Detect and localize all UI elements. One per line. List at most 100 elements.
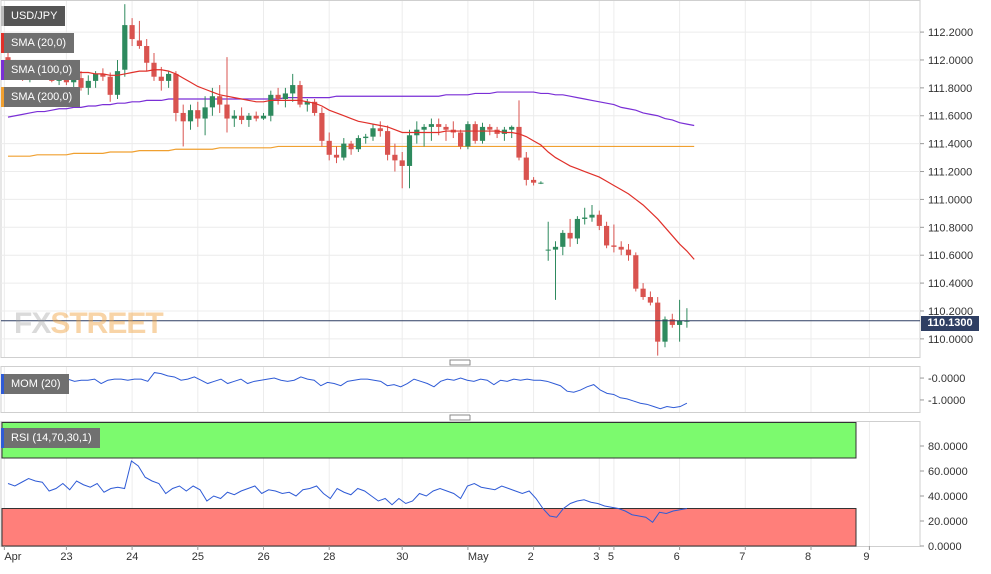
- x-axis-label: 9: [863, 551, 869, 563]
- candle-body-up: [538, 182, 544, 184]
- candle-body-down: [312, 101, 318, 113]
- rsi-line: [7, 460, 687, 523]
- x-axis-label: 23: [60, 551, 72, 563]
- legend-sma200-swatch: [1, 87, 4, 107]
- candle-body-up: [202, 107, 208, 119]
- price-axis-tick-label: 110.4000: [928, 278, 973, 290]
- candle-body-up: [363, 136, 369, 139]
- candle-body-down: [129, 25, 135, 40]
- candle-body-up: [509, 126, 515, 130]
- x-axis-label: 5: [608, 551, 614, 563]
- legend-mom-label: MOM (20): [11, 378, 61, 390]
- x-axis-label: 30: [396, 551, 408, 563]
- candle-body-up: [406, 135, 413, 166]
- candle-body-up: [479, 126, 486, 141]
- x-axis-label: 2: [528, 551, 534, 563]
- rsi-axis-tick-label: 20.0000: [928, 516, 968, 528]
- legend-mom[interactable]: MOM (20): [1, 374, 69, 394]
- candle-body-down: [567, 232, 573, 239]
- price-axis-tick-label: 112.0000: [928, 55, 973, 67]
- candle-body-down: [180, 112, 186, 122]
- legend-sma100[interactable]: SMA (100,0): [1, 60, 81, 80]
- candle-body-up: [355, 138, 361, 150]
- candle-body-down: [458, 132, 464, 147]
- candle-body-down: [655, 302, 661, 342]
- candle-body-down: [472, 124, 478, 141]
- rsi-oversold-zone: [1, 508, 857, 547]
- candle-body-down: [487, 126, 493, 130]
- price-axis-tick-label: 110.2000: [928, 306, 973, 318]
- candle-body-up: [465, 124, 471, 147]
- candle-body-up: [85, 80, 91, 88]
- candle-body-down: [531, 179, 537, 183]
- candle-body-up: [341, 143, 347, 158]
- candle-body-up: [370, 128, 376, 137]
- candle-body-down: [596, 214, 602, 226]
- candle-body-down: [611, 245, 617, 247]
- candle-body-up: [574, 218, 580, 239]
- candle-body-up: [428, 124, 434, 127]
- legend-rsi-swatch: [1, 428, 4, 448]
- mom-panel-frame: [0, 366, 921, 413]
- candle-body-up: [501, 129, 507, 134]
- legend-rsi[interactable]: RSI (14,70,30,1): [1, 428, 100, 448]
- candle-body-up: [560, 232, 566, 247]
- price-axis-tick-label: 111.2000: [928, 167, 972, 179]
- candle-body-down: [618, 246, 624, 250]
- candle-body-down: [669, 319, 675, 325]
- mom-line: [7, 372, 688, 410]
- legend-sma20[interactable]: SMA (20,0): [1, 33, 75, 53]
- candle-body-up: [677, 320, 683, 325]
- x-axis-label: Apr: [4, 551, 21, 563]
- mom-axis-tick-label: -0.0000: [928, 373, 965, 385]
- candle-body-down: [224, 104, 230, 119]
- fxstreet-watermark: FXSTREET: [14, 307, 164, 340]
- x-axis-label: May: [468, 551, 489, 563]
- rsi-axis-tick-label: 40.0000: [928, 491, 968, 503]
- candle-body-down: [633, 255, 639, 289]
- candle-body-down: [494, 129, 500, 134]
- x-axis-label: 25: [192, 551, 204, 563]
- legend-sma100-swatch: [1, 60, 4, 80]
- candle-body-up: [582, 217, 588, 219]
- x-axis-label: 3: [593, 551, 599, 563]
- candle-body-down: [523, 157, 529, 180]
- candle-body-up: [589, 214, 595, 218]
- candle-body-down: [136, 40, 142, 47]
- candle-body-up: [231, 115, 237, 119]
- legend-symbol-swatch: [1, 6, 4, 26]
- candle-body-down: [158, 76, 164, 81]
- legend-symbol[interactable]: USD/JPY: [1, 6, 66, 26]
- candle-body-down: [253, 115, 259, 119]
- candle-body-up: [246, 115, 252, 120]
- price-axis-tick-label: 110.0000: [928, 334, 973, 346]
- candle-body-up: [260, 115, 267, 119]
- x-axis-label: 6: [674, 551, 680, 563]
- price-axis-tick-label: 111.6000: [928, 111, 972, 123]
- sma100-line: [7, 91, 695, 127]
- candle-body-down: [78, 78, 84, 88]
- candle-body-up: [93, 73, 99, 81]
- candle-body-down: [377, 128, 383, 132]
- candle-body-up: [662, 319, 668, 342]
- candle-body-down: [604, 225, 610, 246]
- candle-body-down: [326, 140, 332, 155]
- candle-body-down: [107, 76, 113, 95]
- candle-body-down: [436, 124, 442, 127]
- candle-body-down: [640, 288, 646, 298]
- legend-sma200[interactable]: SMA (200,0): [1, 87, 81, 107]
- price-axis-tick-label: 112.2000: [928, 27, 973, 39]
- price-panel-frame: [0, 0, 921, 358]
- sma20-line: [7, 62, 695, 260]
- x-axis-label: 28: [323, 551, 335, 563]
- price-axis-tick-label: 110.6000: [928, 250, 973, 262]
- candle-body-down: [385, 131, 391, 155]
- candle-body-up: [114, 71, 121, 95]
- price-axis-tick-label: 111.0000: [928, 194, 972, 206]
- candle-body-down: [319, 112, 325, 141]
- candle-body-down: [195, 110, 201, 119]
- candle-body-down: [516, 126, 522, 158]
- candle-body-up: [71, 78, 77, 83]
